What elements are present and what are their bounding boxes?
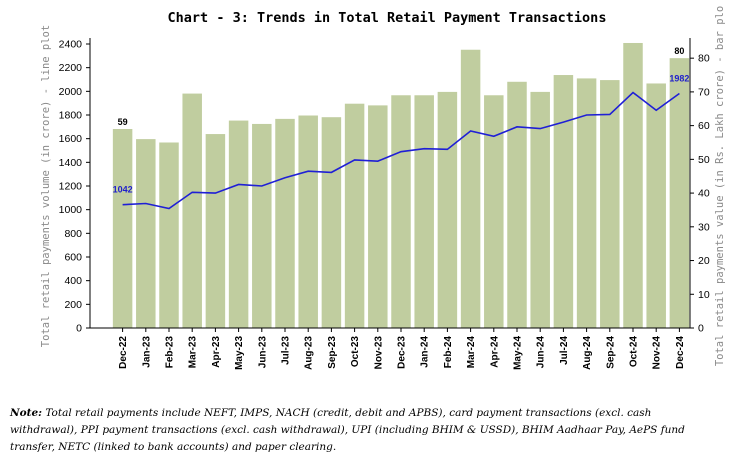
bar-aug-24 xyxy=(576,78,597,328)
x-tick-label: Sep-23 xyxy=(327,336,338,369)
bar-apr-23 xyxy=(205,134,226,328)
left-tick-label: 800 xyxy=(64,228,82,240)
x-tick-label: May-23 xyxy=(234,336,245,370)
bar-may-24 xyxy=(507,81,527,328)
bar-mar-23 xyxy=(182,93,202,329)
x-tick-label: Jan-24 xyxy=(420,336,431,368)
left-tick-label: 1800 xyxy=(59,110,83,122)
x-tick-label: Apr-24 xyxy=(489,336,500,368)
bar-series xyxy=(112,42,690,329)
bar-sep-24 xyxy=(600,80,620,328)
bar-mar-24 xyxy=(460,49,481,328)
left-tick-label: 2000 xyxy=(59,86,83,98)
combo-chart: Chart - 3: Trends in Total Retail Paymen… xyxy=(40,6,726,370)
x-axis: Dec-22 Jan-23 Feb-23 Mar-23 Apr-23 May-23 Jun-… xyxy=(90,327,690,370)
data-label-line: 1982 xyxy=(669,73,689,83)
left-tick-label: 2200 xyxy=(59,62,83,74)
x-tick-label: Nov-24 xyxy=(652,336,663,370)
x-tick-label: Mar-24 xyxy=(466,336,477,369)
bar-jun-24 xyxy=(530,91,550,329)
left-tick-label: 1400 xyxy=(59,157,83,169)
right-tick-label: 40 xyxy=(698,188,710,200)
line-series xyxy=(122,91,680,210)
note-label: Note: xyxy=(10,407,43,419)
right-tick-label: 70 xyxy=(698,86,710,98)
bar-feb-23 xyxy=(159,142,179,328)
bar-dec-24 xyxy=(669,58,690,329)
left-tick-label: 2400 xyxy=(59,39,83,51)
bar-jan-23 xyxy=(136,139,156,328)
left-tick-label: 600 xyxy=(64,252,82,264)
right-tick-label: 80 xyxy=(698,53,710,65)
x-tick-label: Nov-23 xyxy=(373,336,384,370)
right-axis-label: Total retail payments value (in Rs. Lakh… xyxy=(714,6,726,366)
bar-jan-24 xyxy=(414,95,434,329)
chart-note: Note: Total retail payments include NEFT… xyxy=(10,405,722,456)
right-axis: 0 10 20 30 40 50 60 70 80 xyxy=(689,38,710,335)
x-tick-label: Mar-23 xyxy=(188,336,199,369)
left-tick-label: 1200 xyxy=(59,181,83,193)
x-tick-label: Apr-23 xyxy=(211,336,222,368)
right-tick-label: 10 xyxy=(698,289,710,301)
bar-may-23 xyxy=(228,120,249,328)
bar-oct-24 xyxy=(623,42,643,328)
bar-feb-24 xyxy=(437,91,458,329)
data-label-bar: 80 xyxy=(674,46,684,56)
data-labels: 59 80 1042 1982 xyxy=(113,46,690,195)
left-tick-label: 200 xyxy=(64,299,82,311)
left-axis: 0 200 400 600 800 1000 1200 1400 1600 1800 2000 220… xyxy=(59,38,91,335)
bar-jul-24 xyxy=(553,75,574,328)
right-tick-label: 20 xyxy=(698,255,710,267)
x-tick-label: Feb-24 xyxy=(443,336,454,369)
left-tick-label: 400 xyxy=(64,275,82,287)
x-tick-label: Dec-24 xyxy=(675,336,686,369)
left-tick-label: 1000 xyxy=(59,204,83,216)
bar-dec-22 xyxy=(112,128,133,328)
left-tick-label: 1600 xyxy=(59,133,83,145)
x-tick-label: Aug-24 xyxy=(582,336,593,370)
x-tick-label: Dec-22 xyxy=(118,336,129,369)
x-tick-label: Oct-24 xyxy=(629,336,640,368)
bar-apr-24 xyxy=(484,95,504,329)
x-tick-label: Aug-23 xyxy=(304,336,315,370)
right-tick-label: 30 xyxy=(698,221,710,233)
x-tick-label: Jul-23 xyxy=(281,336,292,365)
left-axis-label: Total retail payments volume (in crore) … xyxy=(40,25,52,347)
x-tick-label: Jun-24 xyxy=(536,336,547,369)
note-text: Total retail payments include NEFT, IMPS… xyxy=(10,407,685,453)
bar-nov-24 xyxy=(646,83,666,328)
data-label-bar: 59 xyxy=(118,117,128,127)
bar-nov-23 xyxy=(368,105,388,328)
chart-title: Chart - 3: Trends in Total Retail Paymen… xyxy=(168,10,607,26)
right-tick-label: 0 xyxy=(698,323,704,335)
bar-jun-23 xyxy=(252,123,272,329)
x-tick-label: Jan-23 xyxy=(141,336,152,368)
bar-sep-23 xyxy=(321,117,342,328)
bar-aug-23 xyxy=(298,115,318,328)
right-tick-label: 50 xyxy=(698,154,710,166)
x-tick-label: Jun-23 xyxy=(257,336,268,369)
data-label-line: 1042 xyxy=(113,185,133,195)
x-tick-label: Dec-23 xyxy=(397,336,408,369)
bar-jul-23 xyxy=(275,118,295,328)
right-tick-label: 60 xyxy=(698,120,710,132)
bar-dec-23 xyxy=(391,95,411,329)
x-tick-label: May-24 xyxy=(513,336,524,370)
x-tick-label: Jul-24 xyxy=(559,336,570,365)
x-tick-label: Sep-24 xyxy=(605,336,616,369)
bar-oct-23 xyxy=(344,103,365,328)
left-tick-label: 0 xyxy=(76,323,82,335)
x-tick-label: Oct-23 xyxy=(350,336,361,368)
x-tick-label: Feb-23 xyxy=(165,336,176,369)
